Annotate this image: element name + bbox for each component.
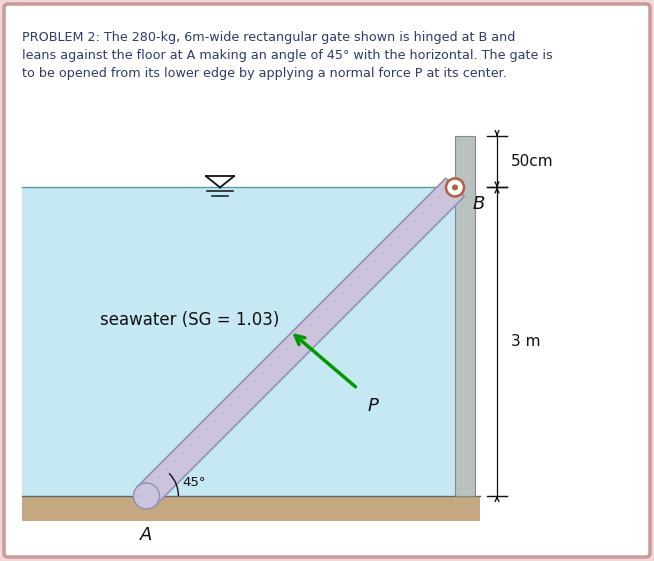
Text: 3 m: 3 m bbox=[511, 334, 540, 349]
Polygon shape bbox=[137, 178, 464, 505]
Text: A: A bbox=[140, 526, 152, 544]
Circle shape bbox=[446, 178, 464, 196]
Circle shape bbox=[452, 185, 458, 190]
Text: B: B bbox=[473, 195, 485, 213]
Bar bbox=[22, 187, 455, 496]
Text: seawater (SG = 1.03): seawater (SG = 1.03) bbox=[100, 311, 279, 329]
Bar bbox=[22, 496, 480, 521]
Text: 45°: 45° bbox=[182, 476, 206, 489]
Text: P: P bbox=[368, 397, 379, 415]
Text: 50cm: 50cm bbox=[511, 154, 554, 169]
Bar bbox=[455, 136, 475, 496]
Text: PROBLEM 2: The 280-kg, 6m-wide rectangular gate shown is hinged at B and
leans a: PROBLEM 2: The 280-kg, 6m-wide rectangul… bbox=[22, 31, 553, 80]
FancyBboxPatch shape bbox=[4, 4, 650, 557]
Circle shape bbox=[133, 483, 160, 509]
